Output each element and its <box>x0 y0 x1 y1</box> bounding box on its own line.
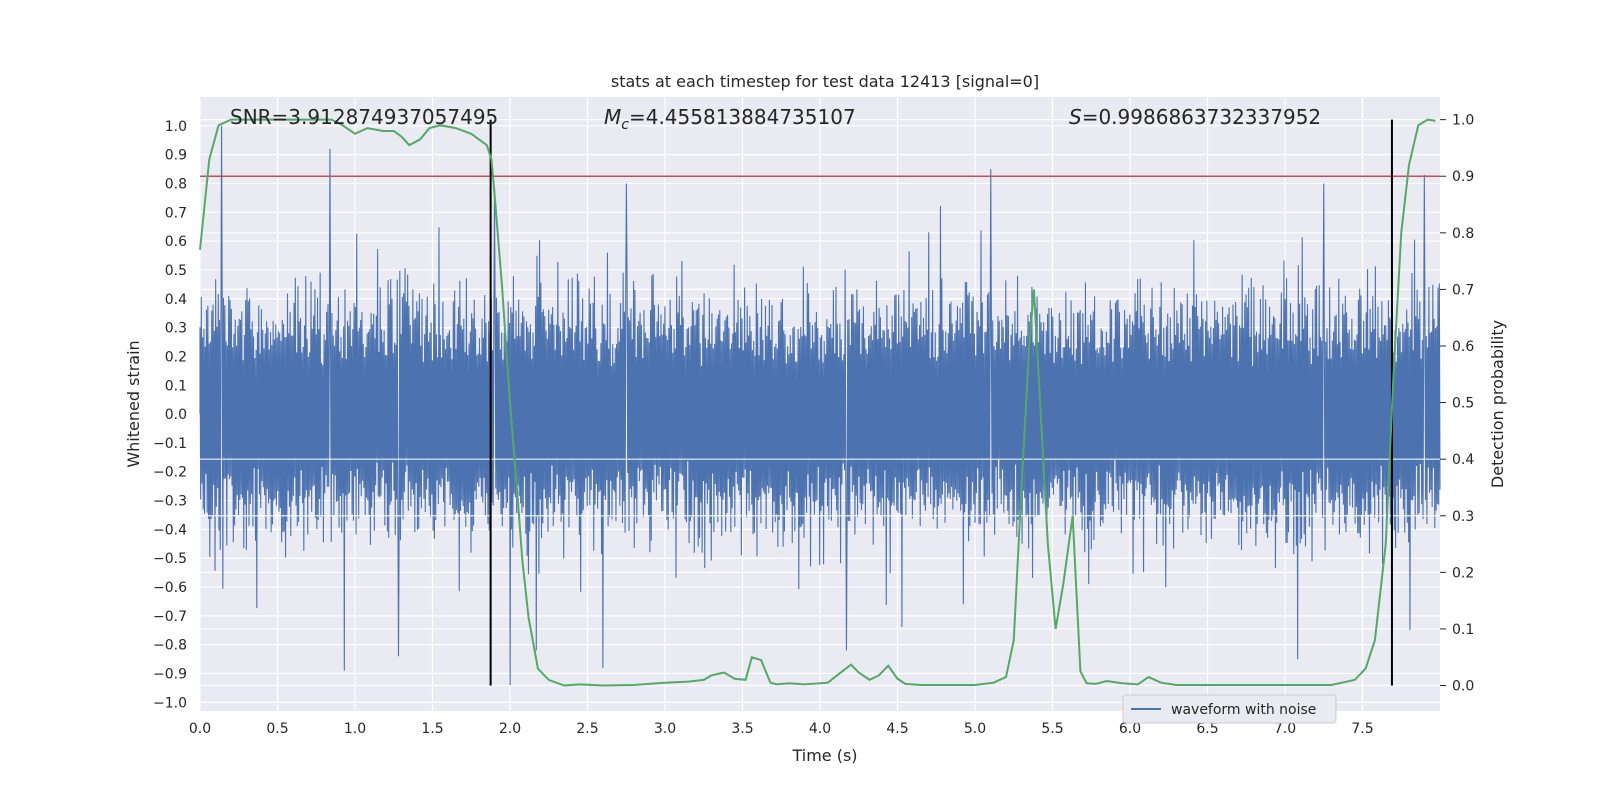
s-value: =0.9986863732337952 <box>1082 105 1321 129</box>
y-left-tick-label: −1.0 <box>153 695 187 711</box>
y-left-tick-label: −0.5 <box>153 551 187 567</box>
chirp-mass-annotation: Mc=4.455813884735107 <box>604 105 856 133</box>
x-tick-label: 4.0 <box>809 721 831 737</box>
y-left-tick-label: −0.7 <box>153 609 187 625</box>
y-left-tick-label: 0.2 <box>165 349 187 365</box>
y-left-tick-label: 0.0 <box>165 407 187 423</box>
waveform-series <box>199 125 1441 686</box>
y-right-tick-label: 0.2 <box>1452 565 1474 581</box>
y-left-tick-label: −0.2 <box>153 465 187 481</box>
chart-title: stats at each timestep for test data 124… <box>611 72 1039 91</box>
s-symbol: S <box>1069 105 1082 129</box>
y-right-tick-label: 0.8 <box>1452 226 1474 242</box>
x-tick-label: 1.5 <box>421 721 443 737</box>
y-right-tick-label: 0.3 <box>1452 509 1474 525</box>
detection-probability-line <box>199 118 1436 687</box>
y-right-tick-label: 0.7 <box>1452 282 1474 298</box>
x-axis-label: Time (s) <box>791 746 857 765</box>
y-left-tick-label: −0.4 <box>153 522 187 538</box>
y-right-tick-label: 0.4 <box>1452 452 1474 468</box>
y-left-tick-label: −0.1 <box>153 436 187 452</box>
x-tick-label: 2.5 <box>576 721 598 737</box>
x-tick-label: 5.0 <box>964 721 986 737</box>
y-left-tick-label: −0.8 <box>153 638 187 654</box>
x-tick-label: 3.0 <box>654 721 676 737</box>
legend-box <box>1122 694 1337 724</box>
y-left-tick-label: 0.4 <box>165 292 187 308</box>
x-tick-label: 4.5 <box>886 721 908 737</box>
x-tick-label: 6.0 <box>1119 721 1141 737</box>
y-left-tick-label: 0.9 <box>165 148 187 164</box>
chirp-mass-subscript: c <box>621 117 629 133</box>
y-right-tick-label: 0.1 <box>1452 622 1474 638</box>
x-tick-label: 2.0 <box>499 721 521 737</box>
legend: waveform with noise <box>1122 694 1337 724</box>
s-annotation: S=0.9986863732337952 <box>1069 105 1321 129</box>
x-tick-label: 5.5 <box>1041 721 1063 737</box>
y-right-tick-label: 0.6 <box>1452 339 1474 355</box>
y-left-tick-label: 1.0 <box>165 119 187 135</box>
snr-annotation: SNR=3.912874937057495 <box>230 105 498 129</box>
x-tick-label: 0.0 <box>189 721 211 737</box>
y-axis-label-left: Whitened strain <box>124 340 143 467</box>
x-tick-label: 6.5 <box>1196 721 1218 737</box>
y-right-tick-label: 0.0 <box>1452 679 1474 695</box>
chirp-mass-value: =4.455813884735107 <box>629 105 856 129</box>
x-tick-label: 1.0 <box>344 721 366 737</box>
y-right-tick-label: 0.5 <box>1452 396 1474 412</box>
y-left-tick-label: 0.3 <box>165 321 187 337</box>
legend-label: waveform with noise <box>1171 702 1316 718</box>
x-tick-label: 7.0 <box>1274 721 1296 737</box>
y-left-tick-label: 0.8 <box>165 176 187 192</box>
overlay-layer <box>199 118 1440 687</box>
y-axis-label-right: Detection probability <box>1488 320 1507 488</box>
y-left-tick-label: −0.3 <box>153 494 187 510</box>
tick-layer: 0.0 0.5 1.0 1.5 2.0 2.5 3.0 3.5 4.0 4.5 5.0 5.5 6.0 6… <box>153 113 1474 737</box>
y-right-tick-label: 0.9 <box>1452 169 1474 185</box>
y-left-tick-label: −0.9 <box>153 667 187 683</box>
y-left-tick-label: 0.6 <box>165 234 187 250</box>
y-left-tick-label: −0.6 <box>153 580 187 596</box>
y-right-tick-label: 1.0 <box>1452 113 1474 129</box>
x-tick-label: 0.5 <box>266 721 288 737</box>
x-tick-label: 7.5 <box>1351 721 1373 737</box>
waveform-line <box>199 125 1441 686</box>
y-left-tick-label: 0.5 <box>165 263 187 279</box>
y-left-tick-label: 0.7 <box>165 205 187 221</box>
y-left-tick-label: 0.1 <box>165 378 187 394</box>
x-tick-label: 3.5 <box>731 721 753 737</box>
chirp-mass-symbol: M <box>604 105 621 129</box>
